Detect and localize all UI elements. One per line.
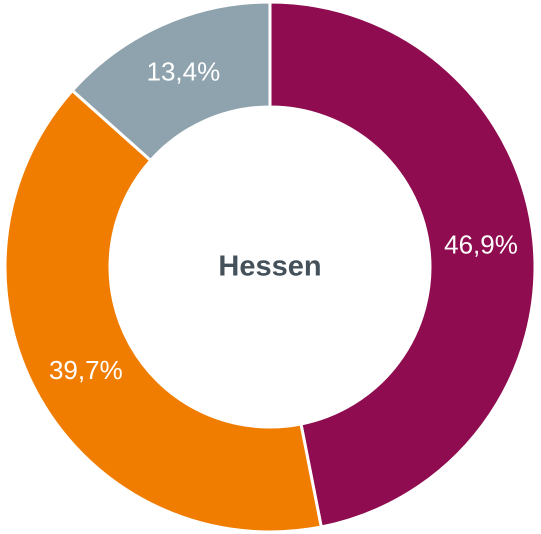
donut-slice — [70, 0, 272, 163]
data-label: 46,9% — [444, 229, 518, 259]
center-label: Hessen — [218, 251, 321, 283]
donut-slice — [3, 88, 324, 534]
data-label: 39,7% — [49, 355, 123, 385]
donut-slice — [268, 0, 537, 529]
data-label: 13,4% — [146, 56, 220, 86]
